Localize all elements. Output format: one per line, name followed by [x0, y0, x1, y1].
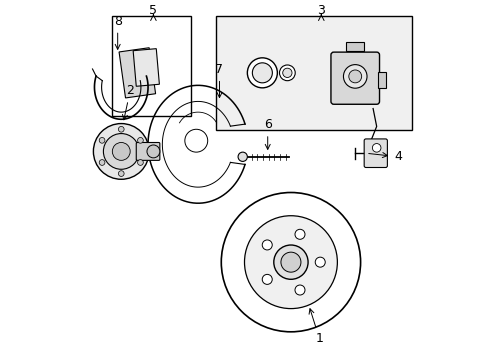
FancyBboxPatch shape: [216, 16, 411, 130]
Circle shape: [147, 145, 160, 158]
Polygon shape: [346, 41, 364, 50]
Circle shape: [372, 144, 380, 152]
Text: 7: 7: [215, 63, 223, 98]
Polygon shape: [119, 48, 155, 98]
Circle shape: [137, 138, 143, 143]
FancyBboxPatch shape: [112, 16, 190, 116]
Circle shape: [294, 229, 305, 239]
Text: 3: 3: [317, 4, 325, 17]
Text: 6: 6: [263, 118, 271, 149]
FancyBboxPatch shape: [136, 143, 160, 160]
Circle shape: [137, 159, 143, 165]
Circle shape: [118, 126, 124, 132]
Text: 2: 2: [122, 84, 134, 120]
Circle shape: [282, 68, 291, 77]
Circle shape: [99, 138, 105, 143]
Circle shape: [238, 152, 247, 161]
Circle shape: [93, 123, 149, 179]
Text: 1: 1: [308, 309, 323, 346]
Text: 5: 5: [149, 4, 157, 17]
Circle shape: [244, 216, 337, 309]
Circle shape: [221, 193, 360, 332]
Circle shape: [262, 240, 272, 250]
Circle shape: [343, 64, 366, 88]
Circle shape: [184, 129, 207, 152]
Circle shape: [315, 257, 325, 267]
Circle shape: [252, 63, 272, 83]
Circle shape: [273, 245, 307, 279]
Circle shape: [99, 159, 105, 165]
Circle shape: [281, 252, 300, 272]
Circle shape: [348, 70, 361, 83]
Circle shape: [294, 285, 305, 295]
Circle shape: [118, 171, 124, 176]
FancyBboxPatch shape: [364, 139, 386, 167]
Circle shape: [279, 65, 295, 81]
Text: 8: 8: [113, 14, 122, 49]
Circle shape: [103, 134, 139, 169]
Circle shape: [262, 274, 272, 284]
Circle shape: [112, 143, 130, 160]
FancyBboxPatch shape: [330, 52, 379, 104]
Polygon shape: [133, 49, 159, 86]
Text: 4: 4: [368, 150, 401, 163]
Circle shape: [247, 58, 277, 88]
Polygon shape: [377, 72, 386, 88]
